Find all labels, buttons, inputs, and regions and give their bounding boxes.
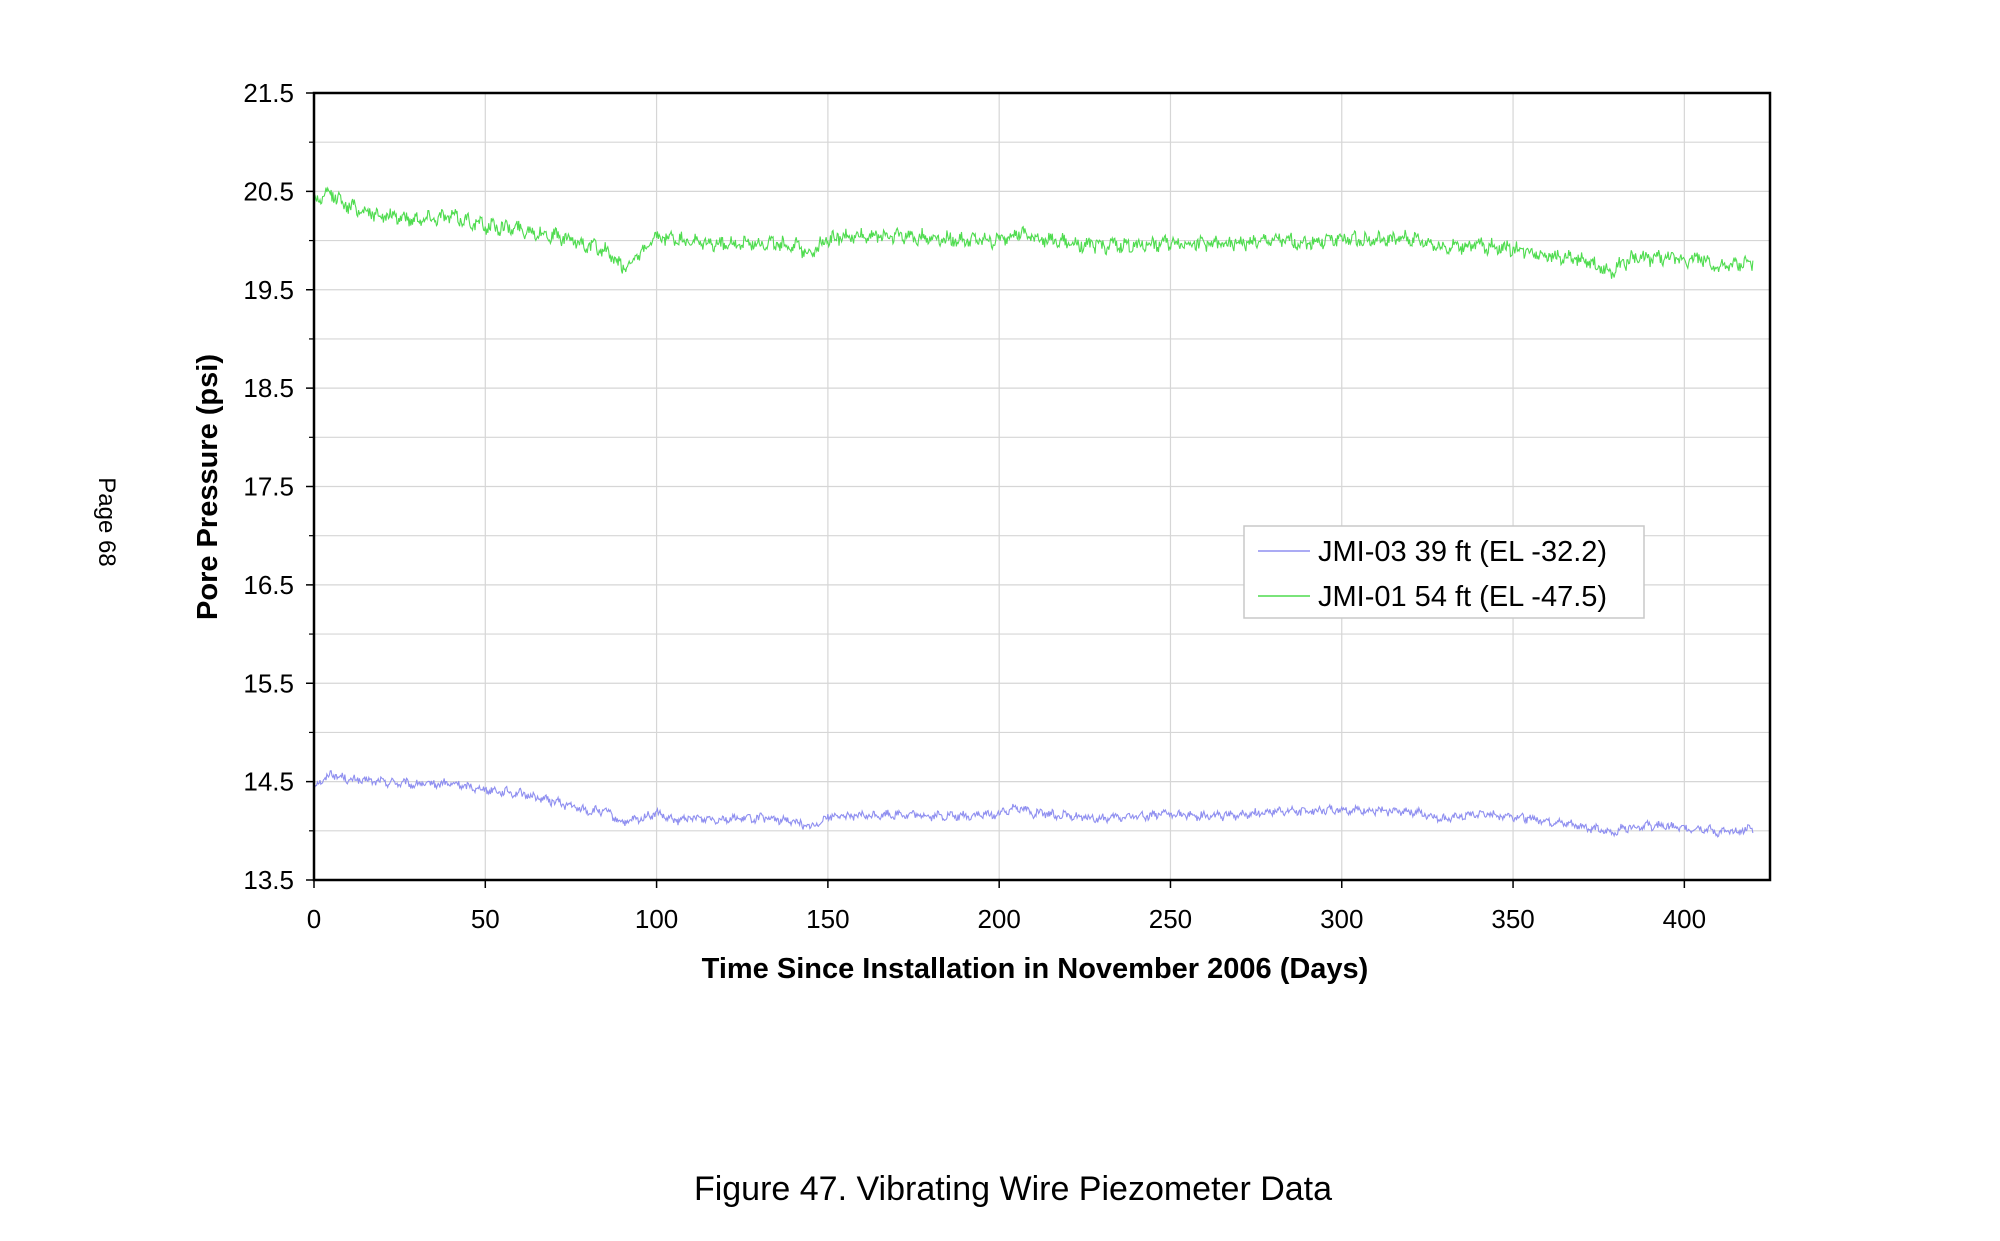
series-group (313, 186, 1754, 838)
y-tick-label: 17.5 (243, 472, 294, 502)
series-line-jmi-03 (313, 770, 1754, 838)
x-tick-label: 0 (307, 904, 321, 934)
y-tick-label: 15.5 (243, 668, 294, 698)
x-tick-label: 300 (1320, 904, 1363, 934)
x-tick-label: 400 (1663, 904, 1706, 934)
x-tick-label: 50 (471, 904, 500, 934)
y-tick-label: 19.5 (243, 275, 294, 305)
y-tick-label: 13.5 (243, 865, 294, 895)
x-axis-ticks: 0 50 100 150 200 250 300 350 400 (307, 880, 1706, 934)
y-tick-label: 18.5 (243, 373, 294, 403)
legend: JMI-03 39 ft (EL -32.2) JMI-01 54 ft (EL… (1243, 525, 1645, 619)
legend-label-jmi-03: JMI-03 39 ft (EL -32.2) (1318, 536, 1607, 568)
y-tick-label: 16.5 (243, 570, 294, 600)
y-tick-label: 21.5 (243, 78, 294, 108)
y-tick-label: 20.5 (243, 176, 294, 206)
grid (314, 93, 1770, 880)
x-tick-label: 200 (977, 904, 1020, 934)
y-axis-title: Pore Pressure (psi) (192, 354, 224, 620)
y-tick-label: 14.5 (243, 767, 294, 797)
x-tick-label: 250 (1149, 904, 1192, 934)
x-tick-label: 150 (806, 904, 849, 934)
legend-box (1243, 525, 1645, 619)
figure-caption: Figure 47. Vibrating Wire Piezometer Dat… (694, 1170, 1332, 1208)
x-tick-label: 100 (635, 904, 678, 934)
x-axis-title: Time Since Installation in November 2006… (702, 953, 1369, 985)
page-label: Page 68 (93, 477, 120, 566)
x-tick-label: 350 (1491, 904, 1534, 934)
y-axis-ticks: 13.5 14.5 15.5 16.5 17.5 18.5 19.5 20.5 21.5 (243, 78, 314, 895)
series-line-jmi-01 (313, 186, 1754, 279)
legend-label-jmi-01: JMI-01 54 ft (EL -47.5) (1318, 581, 1607, 613)
